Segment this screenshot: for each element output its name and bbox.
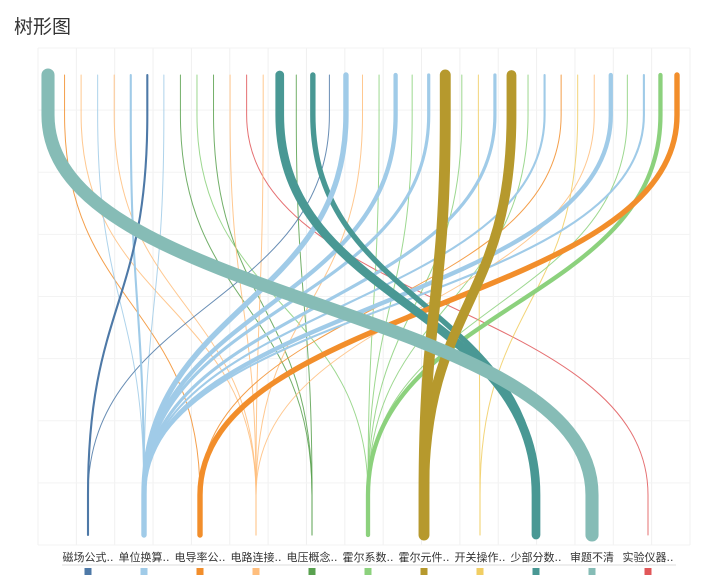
category-label: 实验仪器..: [623, 550, 674, 564]
sankey-link: [141, 72, 613, 538]
legend-swatch: [140, 568, 148, 575]
sankey-link: [477, 74, 481, 536]
sankey-link: [365, 72, 663, 538]
sankey-link: [86, 73, 149, 537]
chart-title: 树形图: [14, 16, 72, 38]
sankey-link: [41, 68, 599, 542]
sankey-link: [113, 74, 257, 536]
legend-swatch: [588, 568, 596, 575]
category-label: 开关操作..: [455, 550, 506, 564]
legend-swatch: [84, 568, 92, 575]
category-label: 电压概念..: [287, 550, 338, 564]
category-label: 单位换算..: [119, 550, 170, 564]
legend-swatch: [364, 568, 372, 575]
legend-swatch: [644, 568, 652, 575]
sankey-link: [87, 74, 330, 536]
legend-swatch: [532, 568, 540, 575]
legend-swatch: [308, 568, 316, 575]
sankey-link: [213, 74, 313, 536]
sankey-link: [196, 74, 369, 536]
sankey-link: [367, 74, 413, 536]
category-label: 电导率公..: [175, 550, 226, 564]
links: [41, 68, 680, 542]
sankey-link: [255, 74, 264, 536]
sankey-link: [367, 74, 529, 536]
sankey-link: [479, 74, 579, 536]
category-label: 霍尔系数..: [343, 551, 394, 564]
category-label: 霍尔元件..: [399, 551, 450, 564]
sankey-link: [141, 72, 349, 538]
legend-swatches: [62, 564, 676, 575]
category-label: 少部分数..: [511, 550, 562, 564]
sankey-link: [275, 70, 541, 540]
legend-swatch: [252, 568, 260, 575]
sankey-link: [80, 74, 257, 536]
category-label: 审题不清: [570, 550, 614, 564]
sankey-link: [129, 73, 146, 537]
legend-swatch: [196, 568, 204, 575]
category-labels: 磁场公式.. 单位换算.. 电导率公.. 电路连接.. 电压概念.. 霍尔系数.. 霍尔元件…: [63, 550, 674, 564]
category-label: 电路连接..: [231, 551, 282, 564]
category-label: 磁场公式..: [63, 550, 114, 564]
legend-swatch: [420, 568, 428, 575]
sankey-link: [418, 69, 451, 541]
sankey-link: [64, 74, 201, 536]
legend-swatch: [476, 568, 484, 575]
